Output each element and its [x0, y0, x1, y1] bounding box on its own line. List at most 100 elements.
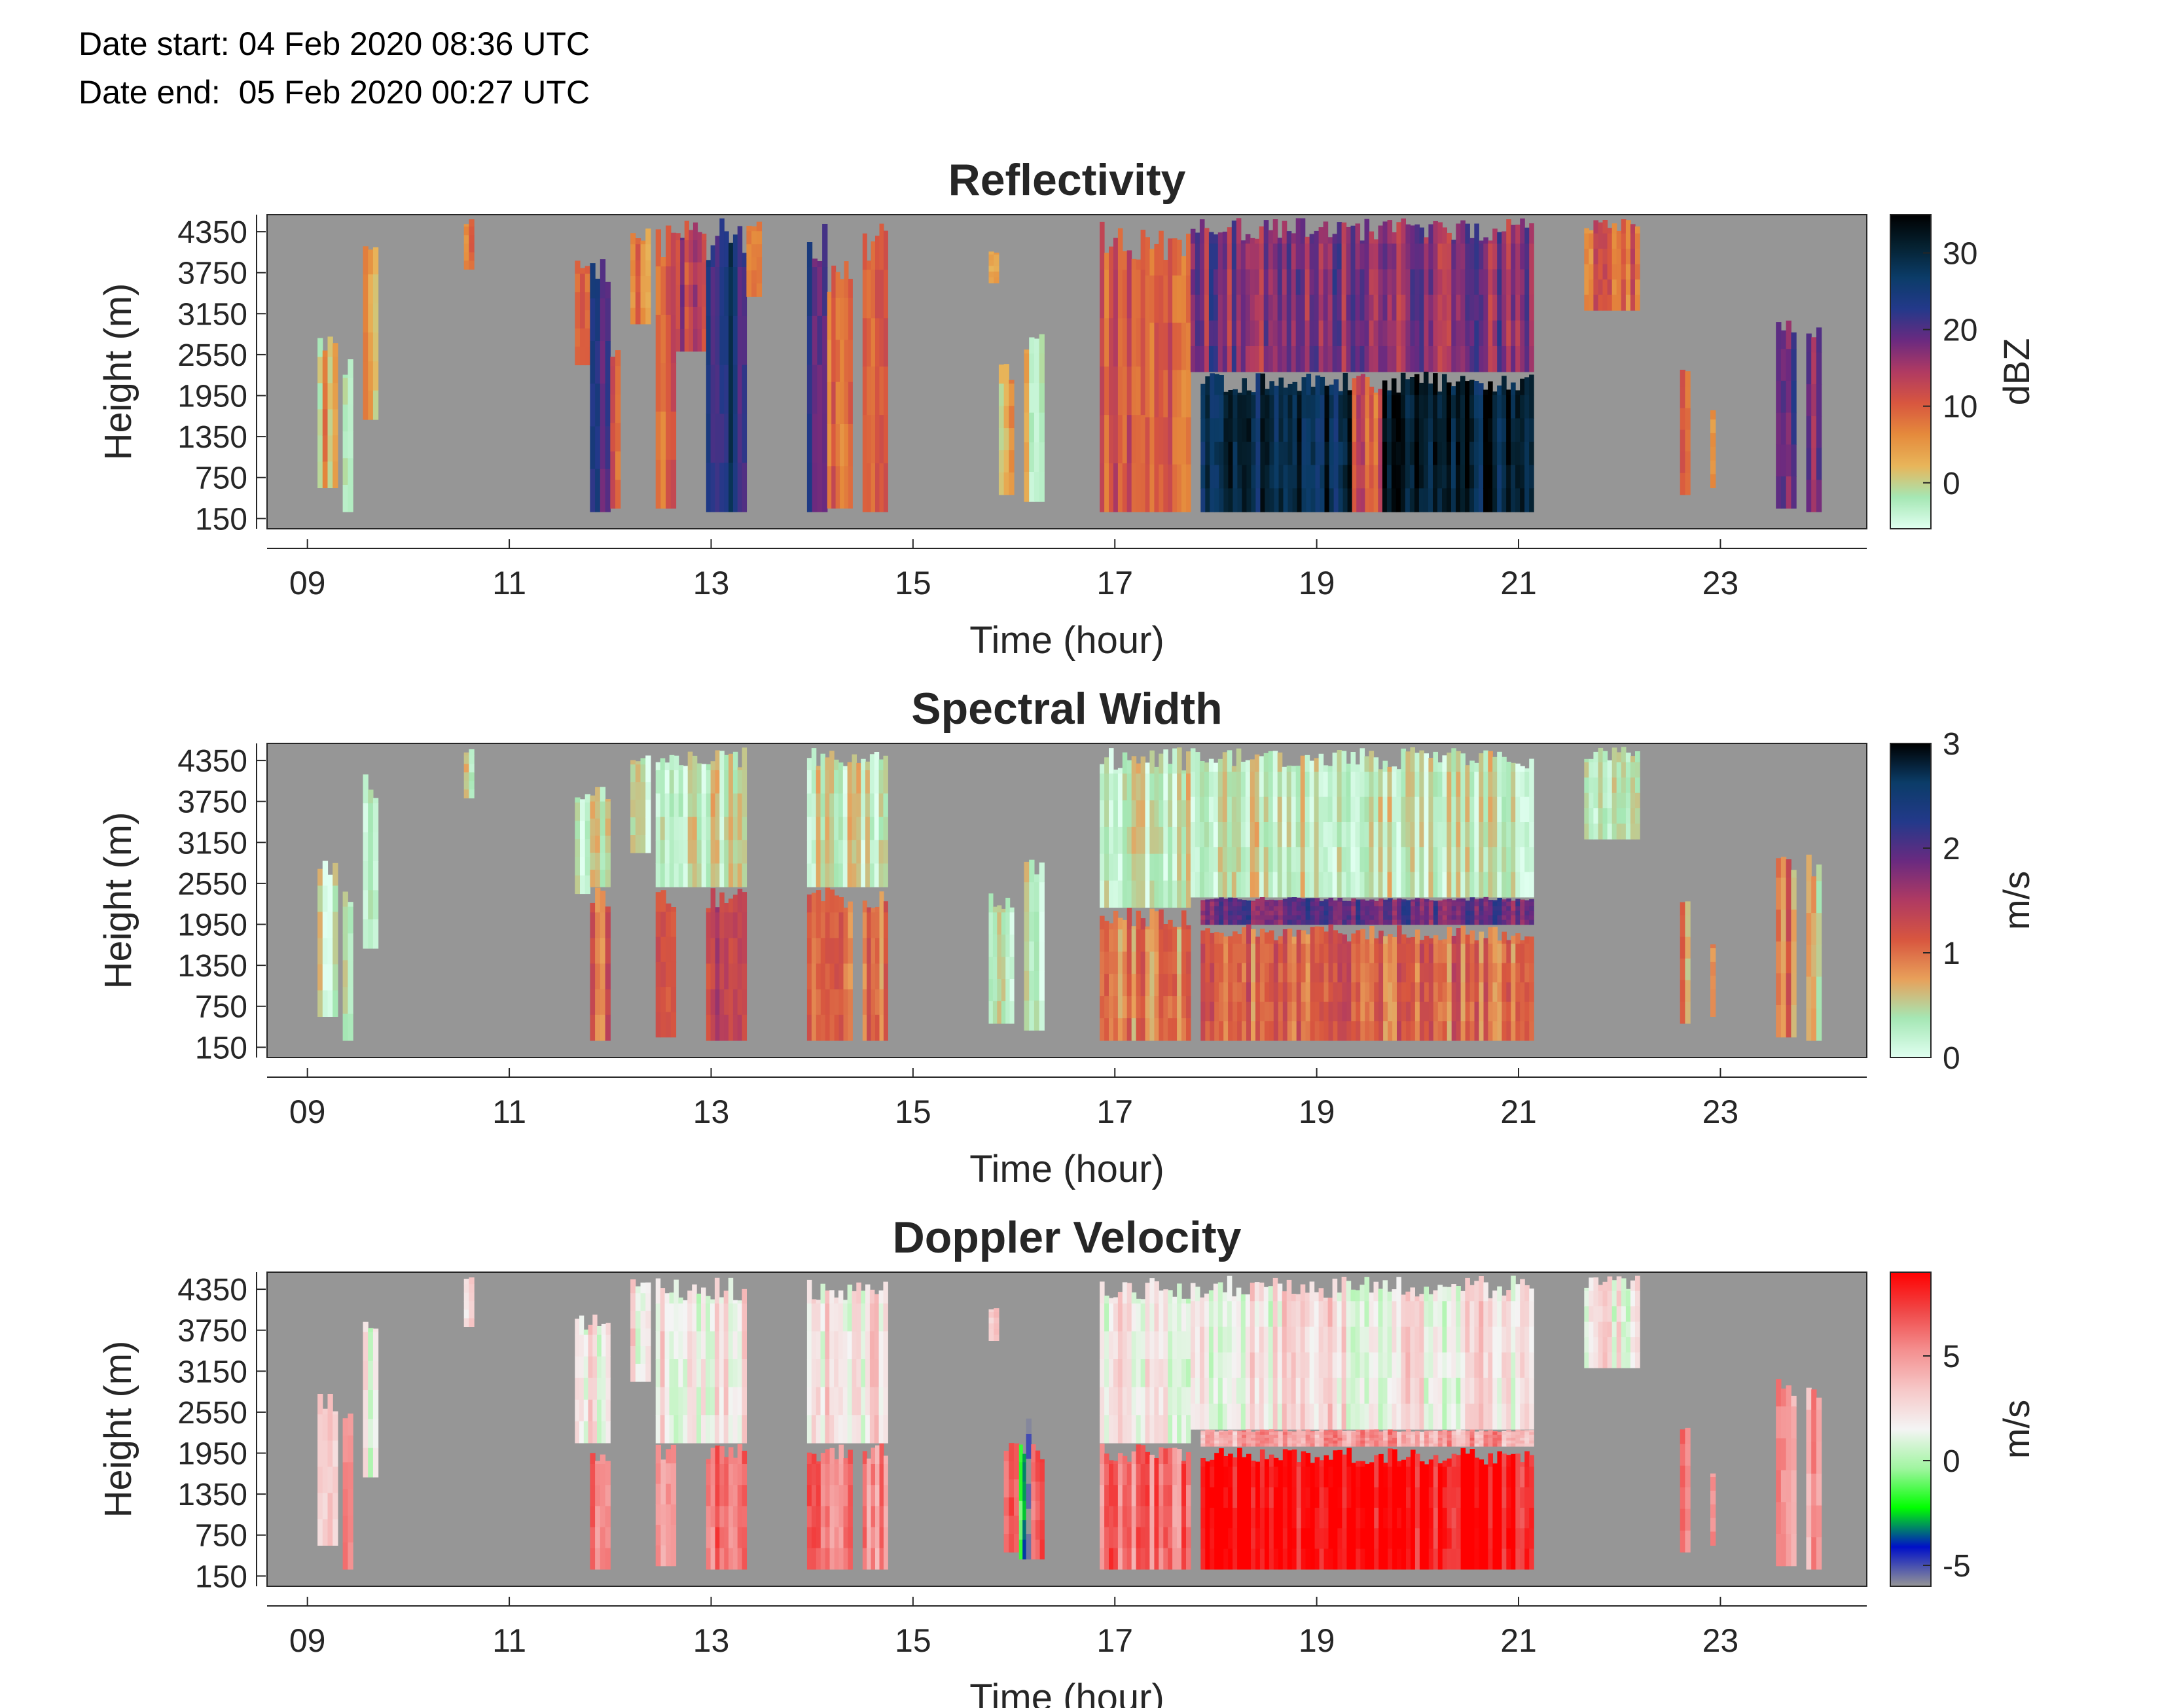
reflectivity-title: Reflectivity [948, 155, 1186, 205]
doppler_velocity-y-tick-label: 1950 [177, 1437, 247, 1472]
reflectivity-y-tick-label: 1350 [177, 420, 247, 455]
spectral_width-echo-26 [1806, 855, 1822, 1041]
doppler_velocity-echo-27 [1806, 1387, 1822, 1570]
reflectivity-echo-10 [706, 218, 747, 512]
spectral_width-colorbar-tick-label: 3 [1943, 727, 1960, 762]
reflectivity-x-tick-label: 15 [895, 565, 931, 601]
spectral_width-echoes [317, 747, 1822, 1041]
doppler_velocity-echo-3 [463, 1277, 475, 1327]
spectral_width-y-tick-label: 1950 [177, 908, 247, 943]
reflectivity-echo-24 [1584, 219, 1640, 311]
doppler_velocity-echo-13 [988, 1308, 999, 1341]
doppler_velocity-echo-26 [1776, 1379, 1797, 1567]
spectral_width-x-tick-label: 17 [1096, 1094, 1133, 1130]
doppler_velocity-echo-20 [1190, 1275, 1534, 1430]
doppler_velocity-echo-2 [363, 1321, 379, 1478]
reflectivity-colorbar-label: dBZ [1996, 338, 2037, 406]
doppler_velocity-echo-24 [1680, 1427, 1691, 1553]
spectral_width-x-axis: 09 11 13 15 17 19 21 23 Time (hour) [267, 1068, 1867, 1190]
spectral_width-colorbar-tick-label: 2 [1943, 832, 1960, 866]
spectral_width-echo-25 [1776, 857, 1797, 1038]
reflectivity-colorbar-tick-label: 20 [1943, 313, 1977, 348]
spectral_width-x-tick-label: 09 [289, 1094, 326, 1130]
doppler_velocity-y-axis: 4350 3750 3150 2550 1950 1350 750 150 Height (m) [97, 1272, 266, 1594]
doppler_velocity-echo-21 [1200, 1429, 1534, 1447]
date-end-label: Date end: 05 Feb 2020 00:27 UTC [79, 74, 590, 111]
doppler_velocity-echo-22 [1200, 1448, 1534, 1570]
doppler_velocity-colorbar-scale [1890, 1272, 1932, 1587]
doppler_velocity-echo-8 [655, 1444, 677, 1567]
spectral_width-colorbar-tick-label: 1 [1943, 936, 1960, 971]
spectral_width-y-tick-label: 3150 [177, 826, 247, 861]
reflectivity-y-tick-label: 4350 [177, 215, 247, 250]
reflectivity-echo-27 [1776, 320, 1797, 509]
spectral_width-echo-23 [1680, 901, 1691, 1024]
spectral_width-title: Spectral Width [911, 684, 1222, 734]
spectral_width-echo-2 [363, 774, 379, 949]
spectral_width-y-tick-label: 150 [195, 1031, 247, 1065]
doppler_velocity-colorbar-tick-label: 5 [1943, 1340, 1960, 1374]
spectral_width-echo-6 [590, 787, 611, 887]
reflectivity-y-label: Height (m) [97, 283, 139, 461]
reflectivity-echo-11 [746, 221, 763, 297]
doppler_velocity-echo-19 [1100, 1444, 1191, 1570]
doppler_velocity-y-tick-label: 3150 [177, 1355, 247, 1389]
doppler_velocity-colorbar-tick-label: 0 [1943, 1444, 1960, 1479]
doppler_velocity-colorbar-label: m/s [1996, 1400, 2037, 1459]
reflectivity-echo-20 [1190, 218, 1534, 372]
doppler_velocity-y-tick-label: 2550 [177, 1396, 247, 1431]
spectral_width-echo-11 [706, 888, 747, 1041]
spectral_width-echo-20 [1200, 897, 1534, 925]
spectral_width-echo-7 [630, 755, 651, 853]
reflectivity-echo-25 [1680, 370, 1691, 495]
spectral_width-x-tick-label: 23 [1702, 1094, 1739, 1130]
doppler_velocity-x-tick-label: 23 [1702, 1622, 1739, 1659]
spectral_width-y-tick-label: 1350 [177, 949, 247, 984]
doppler_velocity-x-tick-label: 15 [895, 1622, 931, 1659]
reflectivity-colorbar-tick-label: 30 [1943, 237, 1977, 272]
doppler_velocity-y-tick-label: 1350 [177, 1478, 247, 1512]
doppler_velocity-echo-9 [706, 1444, 747, 1570]
reflectivity-x-tick-label: 19 [1299, 565, 1335, 601]
spectral_width-echo-13 [806, 887, 853, 1041]
spectral_width-echo-18 [1100, 908, 1191, 1041]
reflectivity-x-tick-label: 13 [693, 565, 730, 601]
doppler_velocity-axes-box [266, 1272, 1867, 1587]
spectral_width-axes-box [266, 743, 1867, 1058]
doppler_velocity-echo-5 [590, 1453, 611, 1570]
spectral_width-echo-8 [655, 751, 707, 887]
spectral_width-x-tick-label: 15 [895, 1094, 931, 1130]
reflectivity-echo-1 [342, 359, 353, 512]
doppler_velocity-echo-4 [575, 1314, 611, 1444]
spectral_width-echo-1 [342, 891, 353, 1041]
doppler_velocity-y-tick-label: 4350 [177, 1273, 247, 1308]
spectral_width-echo-24 [1710, 944, 1716, 1017]
spectral_width-x-tick-label: 21 [1500, 1094, 1537, 1130]
doppler_velocity-echo-18 [1100, 1278, 1191, 1444]
reflectivity-echo-21 [1200, 372, 1353, 512]
reflectivity-y-tick-label: 2550 [177, 338, 247, 373]
spectral_width-echo-19 [1190, 747, 1534, 898]
reflectivity-echo-6 [610, 350, 621, 509]
doppler_velocity-x-tick-label: 09 [289, 1622, 326, 1659]
doppler_velocity-y-tick-label: 150 [195, 1559, 247, 1594]
spectral_width-echo-21 [1200, 924, 1534, 1041]
reflectivity-echo-14 [862, 223, 888, 512]
spectral_width-y-label: Height (m) [97, 812, 139, 989]
spectral_width-echo-0 [317, 861, 338, 1017]
doppler_velocity-echo-1 [342, 1414, 353, 1570]
reflectivity-colorbar-tick-label: 0 [1943, 467, 1960, 501]
reflectivity-echo-19 [1145, 230, 1191, 512]
doppler_velocity-echo-15 [1018, 1444, 1027, 1559]
reflectivity-echo-28 [1806, 327, 1822, 512]
reflectivity-y-tick-label: 150 [195, 502, 247, 537]
reflectivity-x-tick-label: 11 [492, 565, 526, 601]
reflectivity-axes-box [266, 214, 1867, 529]
reflectivity-echo-4 [575, 260, 590, 366]
spectral_width-echo-5 [590, 887, 611, 1041]
reflectivity-echo-15 [988, 251, 999, 283]
doppler_velocity-colorbar: -5 0 5 m/s [1890, 1272, 2037, 1587]
spectral_width-x-tick-label: 11 [492, 1094, 526, 1130]
doppler_velocity-y-tick-label: 750 [195, 1519, 247, 1554]
spectral_width-y-tick-label: 750 [195, 990, 247, 1025]
